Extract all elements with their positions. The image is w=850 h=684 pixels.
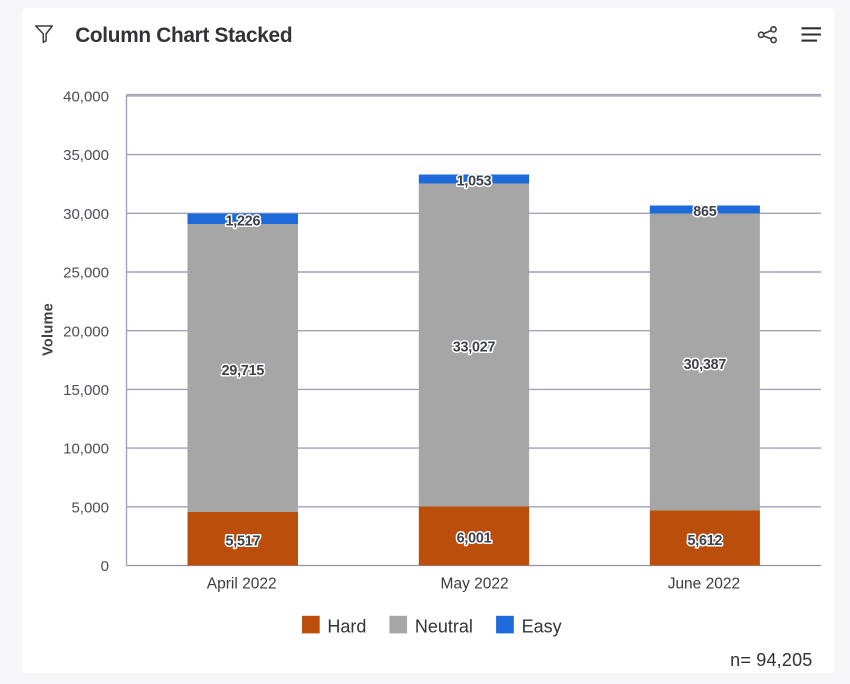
svg-text:April 2022: April 2022 bbox=[207, 575, 277, 592]
svg-text:Neutral: Neutral bbox=[415, 617, 473, 637]
svg-text:20,000: 20,000 bbox=[63, 323, 109, 340]
svg-text:5,612: 5,612 bbox=[688, 533, 723, 549]
svg-text:6,001: 6,001 bbox=[457, 531, 492, 547]
svg-text:865: 865 bbox=[693, 204, 717, 220]
svg-text:1,226: 1,226 bbox=[226, 213, 261, 229]
svg-text:35,000: 35,000 bbox=[63, 147, 109, 164]
svg-text:1,053: 1,053 bbox=[457, 174, 492, 190]
svg-text:29,715: 29,715 bbox=[222, 363, 265, 379]
svg-text:30,387: 30,387 bbox=[684, 357, 727, 373]
svg-text:5,517: 5,517 bbox=[226, 534, 261, 550]
svg-text:June 2022: June 2022 bbox=[668, 575, 740, 592]
svg-text:5,000: 5,000 bbox=[71, 499, 109, 516]
svg-text:0: 0 bbox=[101, 558, 109, 575]
svg-text:n= 94,205: n= 94,205 bbox=[730, 650, 812, 670]
svg-text:10,000: 10,000 bbox=[63, 441, 109, 458]
svg-text:Hard: Hard bbox=[327, 617, 366, 637]
svg-text:33,027: 33,027 bbox=[453, 340, 496, 356]
svg-text:25,000: 25,000 bbox=[63, 265, 109, 282]
svg-text:Column Chart Stacked: Column Chart Stacked bbox=[75, 24, 292, 47]
svg-text:15,000: 15,000 bbox=[63, 382, 109, 399]
svg-text:May 2022: May 2022 bbox=[441, 575, 509, 592]
svg-text:Easy: Easy bbox=[522, 617, 562, 637]
svg-text:40,000: 40,000 bbox=[63, 88, 109, 105]
svg-text:30,000: 30,000 bbox=[63, 206, 109, 223]
svg-text:Volume: Volume bbox=[41, 303, 57, 356]
